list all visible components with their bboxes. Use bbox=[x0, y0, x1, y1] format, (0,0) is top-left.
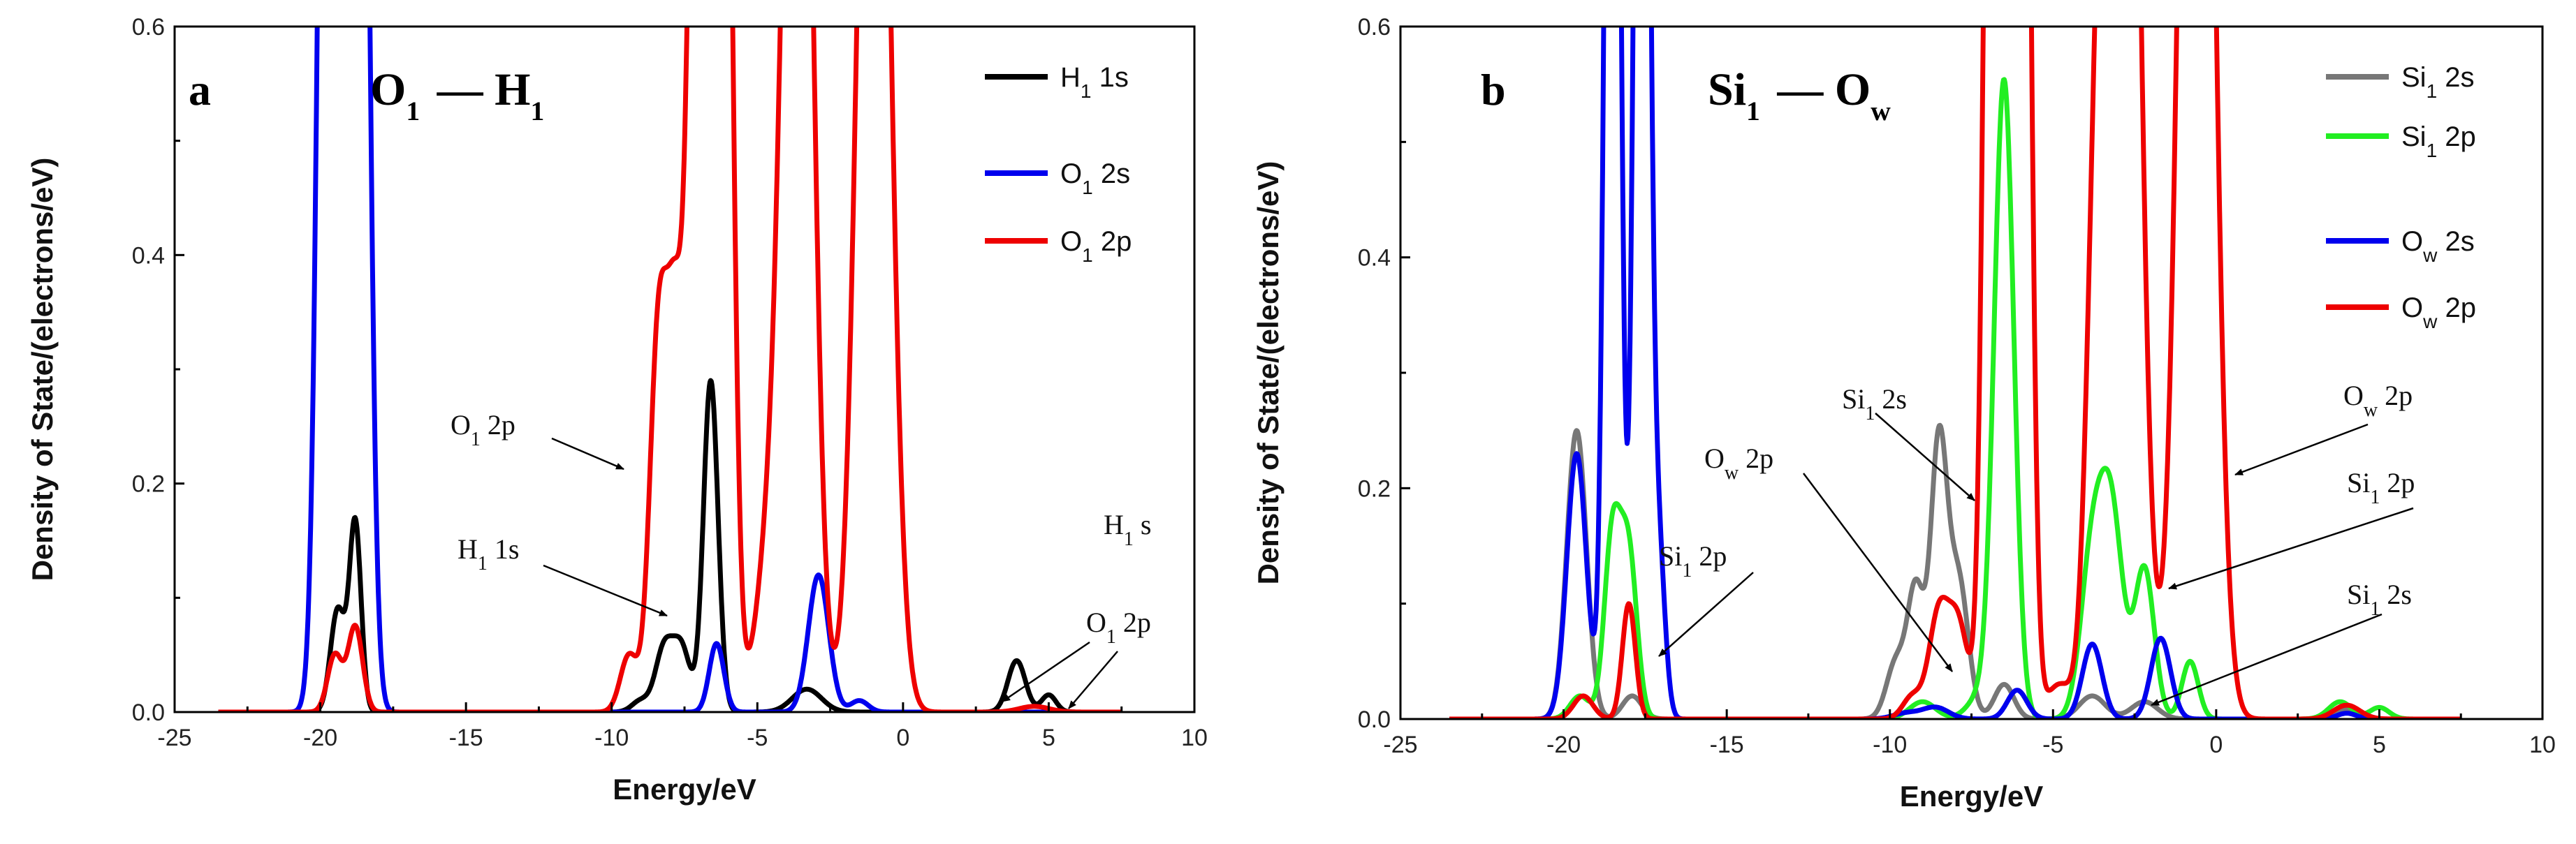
annotation-arrow bbox=[551, 437, 624, 471]
x-tick-label: 10 bbox=[2529, 732, 2556, 758]
panel-title: O1 — H1 bbox=[370, 64, 544, 126]
series-a-2 bbox=[217, 27, 1124, 712]
legend-entry: H1 1s bbox=[1060, 62, 1129, 102]
x-tick-label: 10 bbox=[1181, 725, 1208, 751]
x-axis-label: Energy/eV bbox=[1900, 780, 2043, 813]
y-tick-label: 0.6 bbox=[1358, 14, 1391, 40]
series-b-3 bbox=[1447, 27, 2463, 719]
annotation-label: Si1 2s bbox=[2347, 579, 2412, 620]
y-tick-label: 0.6 bbox=[132, 14, 165, 40]
x-tick-label: -5 bbox=[2042, 732, 2063, 758]
x-tick-label: 0 bbox=[2209, 732, 2223, 758]
annotation-arrow bbox=[543, 564, 668, 617]
annotation-arrow bbox=[1002, 641, 1090, 703]
y-tick-label: 0.4 bbox=[1358, 245, 1391, 272]
y-tick-label: 0.2 bbox=[132, 471, 165, 498]
panel-letter: a bbox=[189, 65, 211, 114]
annotation-label: H1 s bbox=[1104, 509, 1151, 550]
legend-entry: O1 2p bbox=[1060, 226, 1132, 266]
legend-entry: O1 2s bbox=[1060, 158, 1130, 198]
y-axis-label: Density of State/(electrons/eV) bbox=[1252, 161, 1285, 585]
annotation-label: H1 1s bbox=[458, 533, 519, 575]
y-tick-label: 0.2 bbox=[1358, 475, 1391, 502]
annotation-label: Si1 2p bbox=[1659, 540, 1727, 582]
x-tick-label: -10 bbox=[1873, 732, 1907, 758]
annotation-label: Si1 2s bbox=[1842, 383, 1907, 424]
series-a-0 bbox=[217, 378, 1124, 712]
x-tick-label: -10 bbox=[594, 725, 629, 751]
annotation-arrow bbox=[1875, 413, 1975, 501]
x-tick-label: 5 bbox=[2373, 732, 2386, 758]
panel-letter: b bbox=[1481, 65, 1506, 114]
x-tick-label: -20 bbox=[1546, 732, 1581, 758]
legend-entry: Si1 2p bbox=[2401, 121, 2476, 161]
panel-a: -25 -20 -15 -10 -5 0 5 10 0.0 0.2 0.4 0.6 Energy/eV D… bbox=[26, 14, 1208, 806]
annotation-arrow bbox=[2168, 507, 2414, 590]
annotation-label: O1 2p bbox=[1086, 607, 1151, 648]
annotation-arrow bbox=[1068, 651, 1118, 709]
series-b-0 bbox=[1447, 422, 2463, 719]
annotation-label: Ow 2p bbox=[2343, 380, 2413, 421]
legend-entry: Ow 2p bbox=[2401, 293, 2476, 332]
series-a-1 bbox=[217, 27, 1124, 712]
annotation-arrow bbox=[2234, 423, 2369, 476]
annotation-label: O1 2p bbox=[451, 409, 515, 450]
x-tick-label: -25 bbox=[1383, 732, 1417, 758]
y-tick-label: 0.0 bbox=[132, 699, 165, 726]
annotation-label: Si1 2p bbox=[2347, 467, 2415, 508]
x-tick-label: -20 bbox=[303, 725, 337, 751]
x-tick-label: -5 bbox=[747, 725, 768, 751]
x-tick-label: -15 bbox=[449, 725, 483, 751]
annotation-label: Ow 2p bbox=[1704, 443, 1773, 484]
legend-entry: Si1 2s bbox=[2401, 62, 2475, 102]
annotation-arrow bbox=[1803, 473, 1953, 672]
legend-entry: Ow 2s bbox=[2401, 226, 2475, 266]
panel-b: -25 -20 -15 -10 -5 0 5 10 0.0 0.2 0.4 0.6 Energy/eV D… bbox=[1252, 14, 2556, 813]
x-tick-label: -15 bbox=[1710, 732, 1744, 758]
x-tick-label: 0 bbox=[896, 725, 909, 751]
y-tick-label: 0.4 bbox=[132, 242, 165, 269]
x-tick-label: -25 bbox=[157, 725, 191, 751]
y-tick-label: 0.0 bbox=[1358, 706, 1391, 733]
y-axis-label: Density of State/(electrons/eV) bbox=[26, 158, 59, 582]
x-tick-label: 5 bbox=[1042, 725, 1055, 751]
panel-title: Si1 — Ow bbox=[1708, 64, 1891, 126]
x-axis-label: Energy/eV bbox=[613, 773, 756, 806]
annotation-arrow bbox=[2151, 613, 2383, 706]
annotation-arrow bbox=[1658, 572, 1754, 657]
series-b-2 bbox=[1447, 27, 2463, 719]
